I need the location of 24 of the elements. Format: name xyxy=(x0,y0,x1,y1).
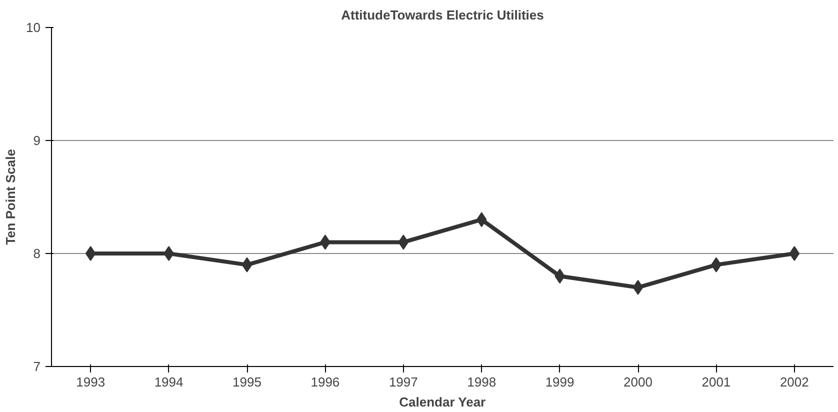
x-tick-label: 2002 xyxy=(780,374,809,390)
point xyxy=(632,280,644,295)
y-tick-label: 9 xyxy=(33,133,41,148)
point xyxy=(398,234,409,250)
point xyxy=(476,212,487,228)
point xyxy=(85,246,96,261)
x-tick-label: 1993 xyxy=(76,374,106,390)
y-axis-title: Ten Point Scale xyxy=(3,149,18,245)
point xyxy=(164,246,174,261)
x-tick-label: 1999 xyxy=(545,374,574,390)
chart-title: AttitudeTowards Electric Utilities xyxy=(341,8,544,22)
x-tick-label: 1995 xyxy=(232,374,262,390)
x-axis-title: Calendar Year xyxy=(399,394,486,410)
y-tick-label: 8 xyxy=(33,246,41,261)
y-tick-label: 7 xyxy=(33,359,41,374)
x-tick-label: 1994 xyxy=(154,374,184,390)
x-tick-label: 1997 xyxy=(388,374,418,390)
x-tick-label: 2000 xyxy=(624,374,652,390)
point xyxy=(789,246,800,261)
y-tick-label: 10 xyxy=(26,20,41,35)
point xyxy=(242,257,252,272)
x-tick-label: 1996 xyxy=(310,374,340,390)
x-tick-label: 2001 xyxy=(702,374,731,390)
x-tick-label: 1998 xyxy=(467,374,496,390)
